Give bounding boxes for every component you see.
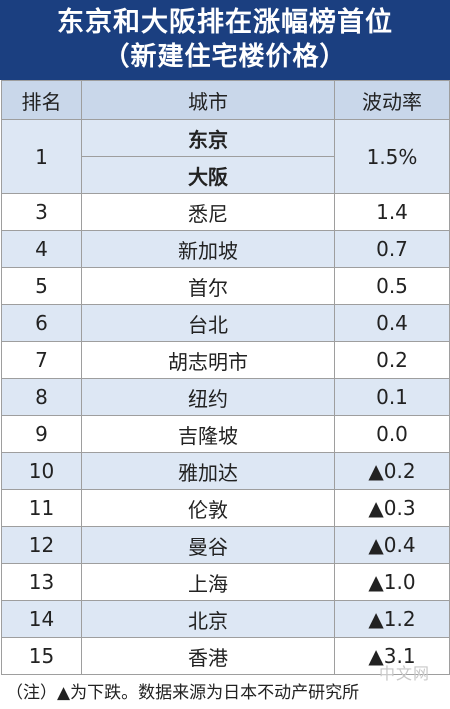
table-row: 大阪 — [2, 156, 450, 194]
table-row: 4 新加坡 0.7 — [1, 230, 450, 268]
table-row: 7 胡志明市 0.2 — [1, 341, 450, 379]
rate-cell: 1.4 — [334, 193, 450, 231]
rank-cell: 13 — [1, 563, 82, 601]
city-cell: 伦敦 — [81, 489, 335, 527]
header-rank: 排名 — [1, 80, 82, 120]
title-banner: 东京和大阪排在涨幅榜首位 （新建住宅楼价格） — [0, 0, 450, 80]
table-row: 10 雅加达 ▲0.2 — [1, 452, 450, 490]
rate-cell: 0.7 — [334, 230, 450, 268]
city-cell-tokyo: 东京 — [81, 119, 335, 157]
city-cell: 雅加达 — [81, 452, 335, 490]
rank-cell: 7 — [1, 341, 82, 379]
table-row: 1 东京 1.5% — [1, 119, 450, 194]
ranking-table: 排名 城市 波动率 1 东京 1.5% 大阪 3 悉尼 1.4 4 新加坡 0.… — [1, 80, 450, 675]
title-line-2: （新建住宅楼价格） — [103, 42, 347, 72]
table-row: 13 上海 ▲1.0 — [1, 563, 450, 601]
rank-cell: 6 — [1, 304, 82, 342]
table-row: 15 香港 ▲3.1 — [1, 637, 450, 675]
city-cell: 曼谷 — [81, 526, 335, 564]
table-row: 12 曼谷 ▲0.4 — [1, 526, 450, 564]
rate-cell: 0.1 — [334, 378, 450, 416]
header-city: 城市 — [81, 80, 335, 120]
rate-cell: 0.4 — [334, 304, 450, 342]
rate-cell: ▲1.0 — [334, 563, 450, 601]
city-cell-osaka: 大阪 — [81, 156, 335, 194]
table-row: 9 吉隆坡 0.0 — [1, 415, 450, 453]
rate-cell: ▲0.3 — [334, 489, 450, 527]
rank-cell: 11 — [1, 489, 82, 527]
city-cell: 纽约 — [81, 378, 335, 416]
watermark: 中文网 — [378, 664, 430, 683]
city-cell: 上海 — [81, 563, 335, 601]
rate-cell: ▲0.2 — [334, 452, 450, 490]
rank-cell: 15 — [1, 637, 82, 675]
table-row: 14 北京 ▲1.2 — [1, 600, 450, 638]
rank-cell: 5 — [1, 267, 82, 305]
city-cell: 新加坡 — [81, 230, 335, 268]
city-cell: 吉隆坡 — [81, 415, 335, 453]
table-row: 6 台北 0.4 — [1, 304, 450, 342]
table-row: 3 悉尼 1.4 — [1, 193, 450, 231]
city-cell: 胡志明市 — [81, 341, 335, 379]
title-line-1: 东京和大阪排在涨幅榜首位 — [57, 7, 393, 38]
city-cell: 北京 — [81, 600, 335, 638]
rate-cell: 0.2 — [334, 341, 450, 379]
header-rate: 波动率 — [334, 80, 450, 120]
rank-cell: 9 — [1, 415, 82, 453]
rank-cell: 4 — [1, 230, 82, 268]
city-cell: 台北 — [81, 304, 335, 342]
city-cell: 悉尼 — [81, 193, 335, 231]
table-row: 11 伦敦 ▲0.3 — [1, 489, 450, 527]
rate-cell: ▲0.4 — [334, 526, 450, 564]
rate-cell: ▲1.2 — [334, 600, 450, 638]
rate-cell: 1.5% — [334, 119, 450, 194]
rank-cell: 3 — [1, 193, 82, 231]
rate-cell: ▲3.1 — [334, 637, 450, 675]
rank-cell: 14 — [1, 600, 82, 638]
rate-cell: 0.5 — [334, 267, 450, 305]
city-cell: 香港 — [81, 637, 335, 675]
city-cell: 首尔 — [81, 267, 335, 305]
rank-cell: 10 — [1, 452, 82, 490]
rank-cell: 8 — [1, 378, 82, 416]
footnote: （注）▲为下跌。数据来源为日本不动产研究所 — [6, 683, 360, 703]
rank-cell: 1 — [1, 119, 82, 194]
rank-cell: 12 — [1, 526, 82, 564]
table-header-row: 排名 城市 波动率 — [1, 80, 450, 120]
table-row: 5 首尔 0.5 — [1, 267, 450, 305]
table-row: 8 纽约 0.1 — [1, 378, 450, 416]
rate-cell: 0.0 — [334, 415, 450, 453]
